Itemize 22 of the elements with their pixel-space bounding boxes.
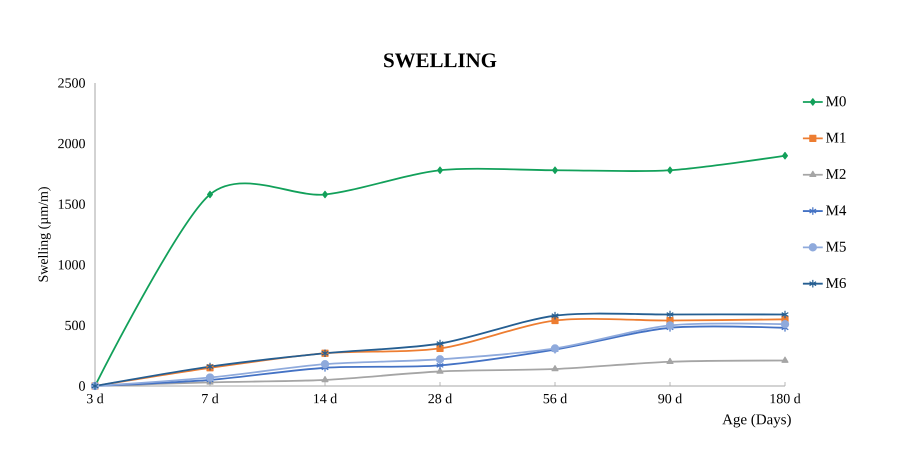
- x-tick-label: 3 d: [86, 393, 104, 404]
- x-tick-label: 28 d: [428, 393, 452, 404]
- y-axis-title: Swelling (µm/m): [38, 187, 51, 282]
- x-tick-label: 7 d: [202, 393, 219, 404]
- legend-label: M1: [826, 132, 846, 143]
- x-tick-label: 90 d: [658, 393, 682, 404]
- y-tick-label: 1500: [58, 199, 85, 209]
- x-tick-label: 56 d: [544, 393, 568, 404]
- x-tick-label: 180 d: [770, 393, 801, 404]
- x-tick-label: 14 d: [314, 393, 338, 404]
- x-axis-title: Age (Days): [722, 414, 791, 428]
- legend-label: M4: [826, 205, 846, 216]
- y-tick-label: 0: [79, 381, 85, 391]
- legend-label: M5: [826, 242, 846, 252]
- y-tick-label: 2500: [58, 78, 85, 88]
- chart-title: SWELLING: [384, 53, 496, 68]
- y-tick-label: 2000: [58, 138, 85, 148]
- legend-label: M2: [826, 169, 846, 179]
- legend-label: M0: [826, 96, 846, 106]
- legend-label: M6: [826, 278, 846, 288]
- y-tick-label: 1000: [58, 260, 85, 270]
- y-tick-label: 500: [65, 320, 85, 330]
